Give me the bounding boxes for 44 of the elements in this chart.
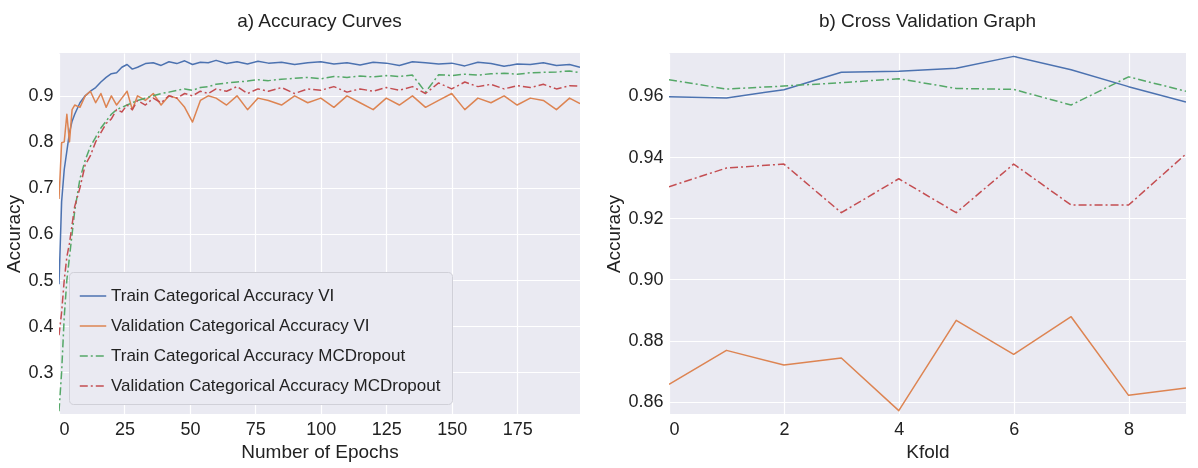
x-tick-label: 0 xyxy=(59,418,70,439)
legend-label: Train Categorical Accuracy VI xyxy=(111,286,335,305)
x-tick-label: 25 xyxy=(114,418,135,439)
chart-title: a) Accuracy Curves xyxy=(237,10,402,31)
x-tick-label: 125 xyxy=(371,418,402,439)
x-tick-label: 75 xyxy=(245,418,266,439)
legend-label: Train Categorical Accuracy MCDropout xyxy=(111,346,406,365)
line-series xyxy=(669,315,1186,412)
y-tick-label: 0.9 xyxy=(28,85,54,106)
y-tick-label: 0.4 xyxy=(28,315,54,336)
line-series xyxy=(59,90,580,200)
line-series xyxy=(669,76,1186,106)
y-tick-label: 0.3 xyxy=(28,361,54,382)
chart-title: b) Cross Validation Graph xyxy=(818,10,1037,31)
y-axis-title: Accuracy xyxy=(3,194,25,274)
y-tick-label: 0.6 xyxy=(28,223,54,244)
x-tick-label: 50 xyxy=(180,418,201,439)
x-tick-label: 100 xyxy=(306,418,337,439)
x-tick-label: 4 xyxy=(894,418,905,439)
x-tick-label: 0 xyxy=(669,418,680,439)
legend-label: Validation Categorical Accuracy MCDropout xyxy=(111,376,441,395)
y-tick-label: 0.90 xyxy=(628,268,664,289)
y-tick-label: 0.94 xyxy=(628,146,664,167)
y-tick-label: 0.8 xyxy=(28,131,54,152)
line-series xyxy=(59,70,580,412)
x-tick-label: 150 xyxy=(437,418,468,439)
line-series xyxy=(59,81,580,337)
x-axis-title: Number of Epochs xyxy=(241,440,399,462)
y-tick-label: 0.96 xyxy=(628,85,664,106)
line-series xyxy=(59,59,580,285)
x-axis-title: Kfold xyxy=(906,440,950,462)
y-tick-label: 0.7 xyxy=(28,177,54,198)
line-series xyxy=(669,153,1186,214)
y-tick-label: 0.88 xyxy=(628,330,664,351)
y-tick-label: 0.5 xyxy=(28,269,54,290)
x-tick-label: 2 xyxy=(779,418,790,439)
x-tick-label: 8 xyxy=(1124,418,1135,439)
line-series xyxy=(669,55,1186,103)
y-axis-title: Accuracy xyxy=(603,194,625,274)
x-tick-label: 175 xyxy=(502,418,533,439)
y-tick-label: 0.92 xyxy=(628,207,664,228)
y-tick-label: 0.86 xyxy=(628,391,664,412)
legend-label: Validation Categorical Accuracy VI xyxy=(111,316,370,335)
x-tick-label: 6 xyxy=(1009,418,1020,439)
